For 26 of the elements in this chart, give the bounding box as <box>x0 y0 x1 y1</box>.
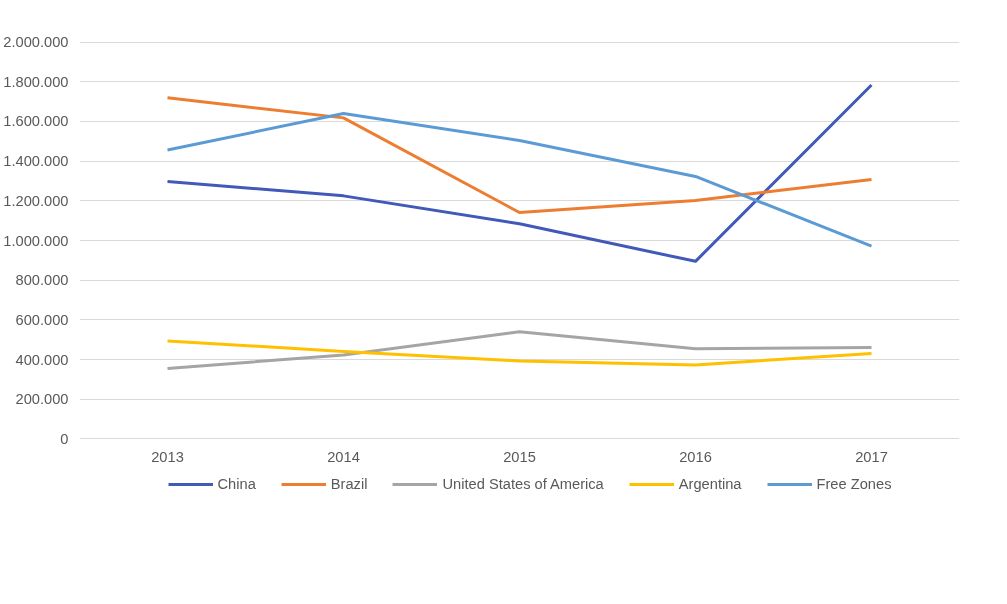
line-series <box>166 339 873 367</box>
y-tick-label: 1.000.000 <box>3 232 69 249</box>
x-tick-label: 2017 <box>855 448 888 465</box>
x-tick-label: 2015 <box>503 448 536 465</box>
legend-label: United States of America <box>442 476 604 492</box>
y-tick-label: 400.000 <box>15 351 69 368</box>
y-tick-label: 1.400.000 <box>3 153 69 170</box>
legend-label: Argentina <box>678 476 742 492</box>
y-tick-label: 1.200.000 <box>3 192 69 209</box>
y-tick-label: 0 <box>60 430 69 447</box>
x-tick-label: 2016 <box>679 448 712 465</box>
line-series <box>166 96 873 215</box>
x-tick-label: 2013 <box>151 448 184 465</box>
line-series <box>166 330 873 370</box>
y-tick-label: 2.000.000 <box>3 34 69 51</box>
y-tick-label: 1.600.000 <box>3 113 69 130</box>
y-tick-label: 1.800.000 <box>3 73 69 90</box>
y-tick-label: 800.000 <box>15 272 69 289</box>
y-tick-label: 600.000 <box>15 311 69 328</box>
line-series <box>166 83 873 263</box>
line-series <box>166 112 873 248</box>
legend-label: Free Zones <box>816 476 892 492</box>
x-tick-label: 2014 <box>327 448 360 465</box>
legend-label: Brazil <box>330 476 368 492</box>
y-tick-label: 200.000 <box>15 391 69 408</box>
legend-label: China <box>217 476 256 492</box>
